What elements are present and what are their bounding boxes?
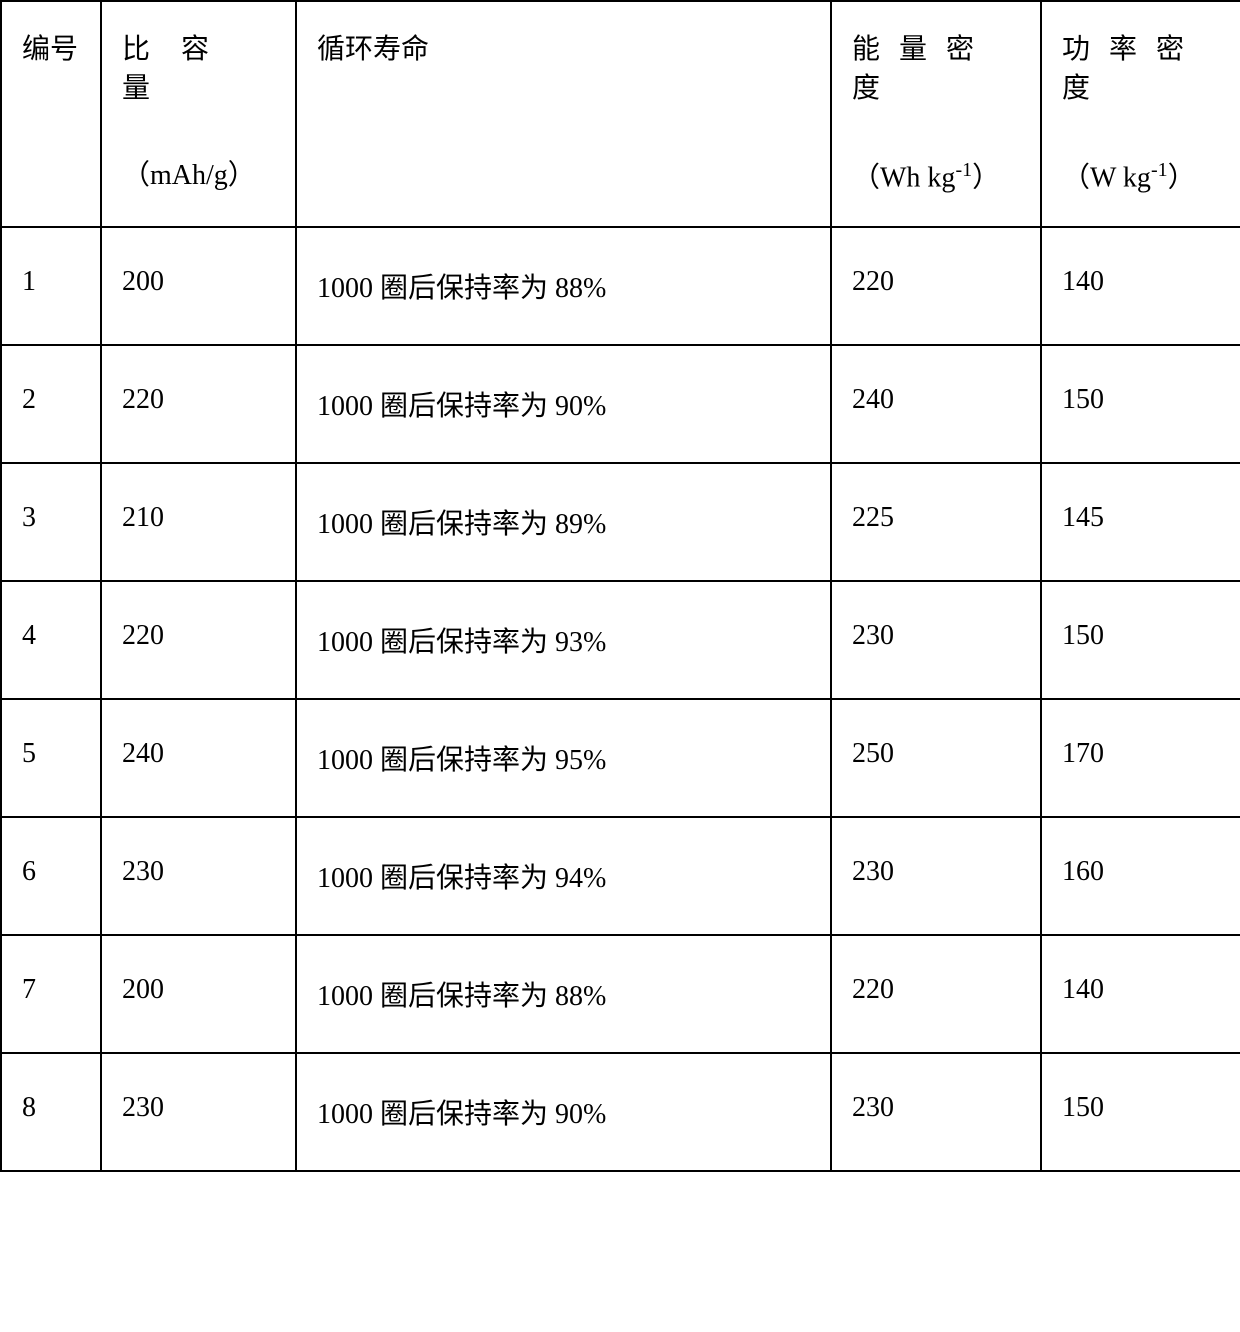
cell-energy-density: 230 (831, 817, 1041, 935)
cell-energy-density: 230 (831, 1053, 1041, 1171)
cell-cycle-life: 1000 圈后保持率为 95% (296, 699, 831, 817)
data-table: 编号 比 容 量 （mAh/g） 循环寿命 能 量 密 度 （Wh kg-1） … (0, 0, 1240, 1172)
cell-power-density: 140 (1041, 227, 1240, 345)
table-row: 4 220 1000 圈后保持率为 93% 230 150 (1, 581, 1240, 699)
cell-id: 5 (1, 699, 101, 817)
cell-energy-density: 230 (831, 581, 1041, 699)
cell-capacity: 220 (101, 345, 296, 463)
cell-energy-density: 220 (831, 227, 1041, 345)
cell-power-density: 145 (1041, 463, 1240, 581)
cell-power-density: 150 (1041, 345, 1240, 463)
cell-capacity: 220 (101, 581, 296, 699)
header-id: 编号 (1, 1, 101, 227)
data-table-container: 编号 比 容 量 （mAh/g） 循环寿命 能 量 密 度 （Wh kg-1） … (0, 0, 1240, 1172)
header-cycle-life-label: 循环寿命 (317, 30, 810, 69)
cell-id: 6 (1, 817, 101, 935)
cell-cycle-life: 1000 圈后保持率为 90% (296, 1053, 831, 1171)
cell-capacity: 200 (101, 227, 296, 345)
table-row: 8 230 1000 圈后保持率为 90% 230 150 (1, 1053, 1240, 1171)
table-row: 5 240 1000 圈后保持率为 95% 250 170 (1, 699, 1240, 817)
cell-cycle-life: 1000 圈后保持率为 88% (296, 935, 831, 1053)
cell-energy-density: 240 (831, 345, 1041, 463)
table-row: 6 230 1000 圈后保持率为 94% 230 160 (1, 817, 1240, 935)
cell-capacity: 230 (101, 817, 296, 935)
cell-capacity: 200 (101, 935, 296, 1053)
cell-id: 4 (1, 581, 101, 699)
cell-id: 3 (1, 463, 101, 581)
header-energy-density: 能 量 密 度 （Wh kg-1） (831, 1, 1041, 227)
table-row: 2 220 1000 圈后保持率为 90% 240 150 (1, 345, 1240, 463)
cell-energy-density: 250 (831, 699, 1041, 817)
cell-cycle-life: 1000 圈后保持率为 88% (296, 227, 831, 345)
cell-id: 7 (1, 935, 101, 1053)
cell-energy-density: 220 (831, 935, 1041, 1053)
cell-cycle-life: 1000 圈后保持率为 94% (296, 817, 831, 935)
cell-power-density: 140 (1041, 935, 1240, 1053)
cell-cycle-life: 1000 圈后保持率为 90% (296, 345, 831, 463)
table-body: 1 200 1000 圈后保持率为 88% 220 140 2 220 1000… (1, 227, 1240, 1171)
header-energy-density-unit: （Wh kg-1） (852, 156, 1020, 198)
cell-power-density: 150 (1041, 1053, 1240, 1171)
table-row: 7 200 1000 圈后保持率为 88% 220 140 (1, 935, 1240, 1053)
table-header-row: 编号 比 容 量 （mAh/g） 循环寿命 能 量 密 度 （Wh kg-1） … (1, 1, 1240, 227)
cell-capacity: 230 (101, 1053, 296, 1171)
cell-cycle-life: 1000 圈后保持率为 89% (296, 463, 831, 581)
cell-id: 1 (1, 227, 101, 345)
header-capacity-unit: （mAh/g） (122, 156, 275, 195)
cell-power-density: 170 (1041, 699, 1240, 817)
header-id-label: 编号 (22, 30, 80, 69)
table-row: 1 200 1000 圈后保持率为 88% 220 140 (1, 227, 1240, 345)
header-power-density: 功 率 密 度 （W kg-1） (1041, 1, 1240, 227)
header-power-density-label: 功 率 密 度 (1062, 30, 1220, 108)
cell-power-density: 160 (1041, 817, 1240, 935)
cell-id: 8 (1, 1053, 101, 1171)
cell-energy-density: 225 (831, 463, 1041, 581)
header-power-density-unit: （W kg-1） (1062, 156, 1220, 198)
cell-power-density: 150 (1041, 581, 1240, 699)
header-energy-density-label: 能 量 密 度 (852, 30, 1020, 108)
header-capacity-label: 比 容 量 (122, 30, 275, 108)
header-cycle-life: 循环寿命 (296, 1, 831, 227)
table-row: 3 210 1000 圈后保持率为 89% 225 145 (1, 463, 1240, 581)
header-capacity: 比 容 量 （mAh/g） (101, 1, 296, 227)
cell-id: 2 (1, 345, 101, 463)
cell-capacity: 240 (101, 699, 296, 817)
cell-cycle-life: 1000 圈后保持率为 93% (296, 581, 831, 699)
cell-capacity: 210 (101, 463, 296, 581)
